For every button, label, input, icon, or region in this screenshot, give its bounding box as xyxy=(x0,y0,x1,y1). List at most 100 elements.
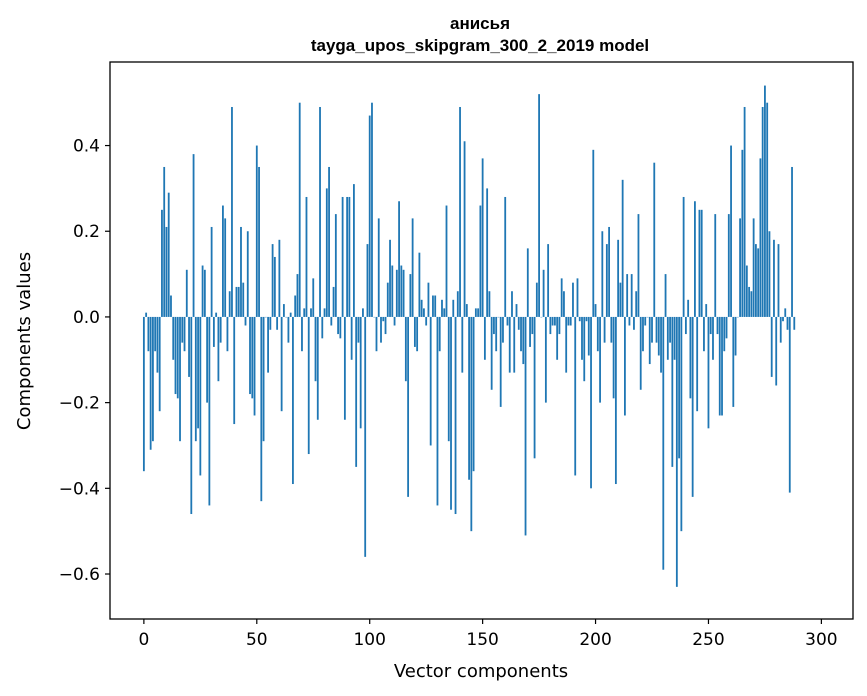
bar xyxy=(237,286,240,317)
x-axis-label: Vector components xyxy=(394,661,568,682)
bar xyxy=(289,312,292,317)
bar xyxy=(384,316,387,335)
chart-title-line1: анисья xyxy=(450,14,510,33)
bar xyxy=(434,295,437,317)
bar xyxy=(653,162,656,317)
bar xyxy=(391,265,394,317)
bar xyxy=(768,231,771,317)
bar xyxy=(203,269,206,317)
bar xyxy=(488,291,491,317)
bar xyxy=(671,316,674,467)
bar xyxy=(418,252,421,317)
bar xyxy=(170,295,172,317)
bar xyxy=(219,316,222,343)
bar xyxy=(779,316,782,343)
bar xyxy=(694,201,696,317)
bar xyxy=(553,316,556,326)
bar xyxy=(723,316,726,352)
bar xyxy=(368,115,371,317)
bar xyxy=(346,196,349,317)
bar xyxy=(231,106,233,317)
bar xyxy=(655,316,658,343)
bar xyxy=(788,316,791,493)
bar xyxy=(495,316,498,352)
bar xyxy=(423,308,425,317)
bar xyxy=(504,196,507,317)
bar xyxy=(522,316,525,365)
bar xyxy=(499,316,502,407)
bar xyxy=(517,316,520,330)
bar xyxy=(472,316,475,472)
bar xyxy=(307,316,310,455)
bar xyxy=(745,265,748,317)
bar xyxy=(163,166,166,317)
bar xyxy=(420,299,423,317)
bar xyxy=(470,316,473,532)
bar xyxy=(332,286,335,317)
bar xyxy=(427,282,430,317)
bar xyxy=(617,239,620,317)
bar xyxy=(463,141,466,317)
bar xyxy=(714,214,717,317)
bar xyxy=(197,316,199,429)
bar xyxy=(280,316,283,412)
bar xyxy=(181,316,184,343)
x-tick-label: 50 xyxy=(246,630,268,650)
bar xyxy=(190,316,193,515)
bar xyxy=(142,316,145,472)
bar xyxy=(246,231,249,317)
bar xyxy=(461,316,464,373)
x-tick-label: 200 xyxy=(579,630,611,650)
bar xyxy=(558,316,561,335)
bar xyxy=(684,316,687,335)
bar xyxy=(721,316,723,416)
bar xyxy=(226,316,229,352)
bar xyxy=(459,106,461,317)
bar xyxy=(662,316,665,570)
bar xyxy=(456,291,459,317)
bar xyxy=(770,316,773,377)
bar xyxy=(678,316,681,459)
bar xyxy=(380,316,382,343)
bar xyxy=(547,244,550,317)
bar xyxy=(520,316,522,352)
bar xyxy=(716,316,719,335)
bar xyxy=(477,308,480,317)
bar xyxy=(515,304,518,317)
x-tick-label: 0 xyxy=(138,630,149,650)
y-axis-label: Components values xyxy=(14,252,35,430)
bar-series xyxy=(142,85,796,587)
y-tick-label: 0.4 xyxy=(73,137,100,157)
bar xyxy=(526,248,529,317)
bar xyxy=(734,316,737,356)
bar xyxy=(447,316,450,442)
bar xyxy=(750,291,753,317)
bar xyxy=(524,316,527,536)
bar xyxy=(581,316,583,360)
bar xyxy=(393,316,396,326)
bar xyxy=(194,316,197,442)
bar xyxy=(441,299,443,317)
bar xyxy=(707,316,710,429)
bar xyxy=(486,188,489,317)
bar xyxy=(301,316,303,352)
bar xyxy=(764,85,766,317)
bar xyxy=(556,316,559,360)
bar xyxy=(666,316,669,360)
bar xyxy=(429,316,432,446)
y-axis-ticks: −0.6 −0.4 −0.2 0.0 0.2 0.4 xyxy=(59,137,110,585)
bar xyxy=(350,316,353,360)
x-tick-label: 150 xyxy=(466,630,498,650)
bar xyxy=(208,316,211,506)
bar xyxy=(757,248,760,317)
bar xyxy=(709,316,712,335)
bar xyxy=(355,316,358,467)
bar xyxy=(691,316,694,497)
bar xyxy=(251,316,254,399)
bar xyxy=(585,316,588,322)
bar xyxy=(493,316,495,335)
bar xyxy=(382,316,385,322)
bar xyxy=(152,316,154,442)
bar xyxy=(436,316,439,506)
